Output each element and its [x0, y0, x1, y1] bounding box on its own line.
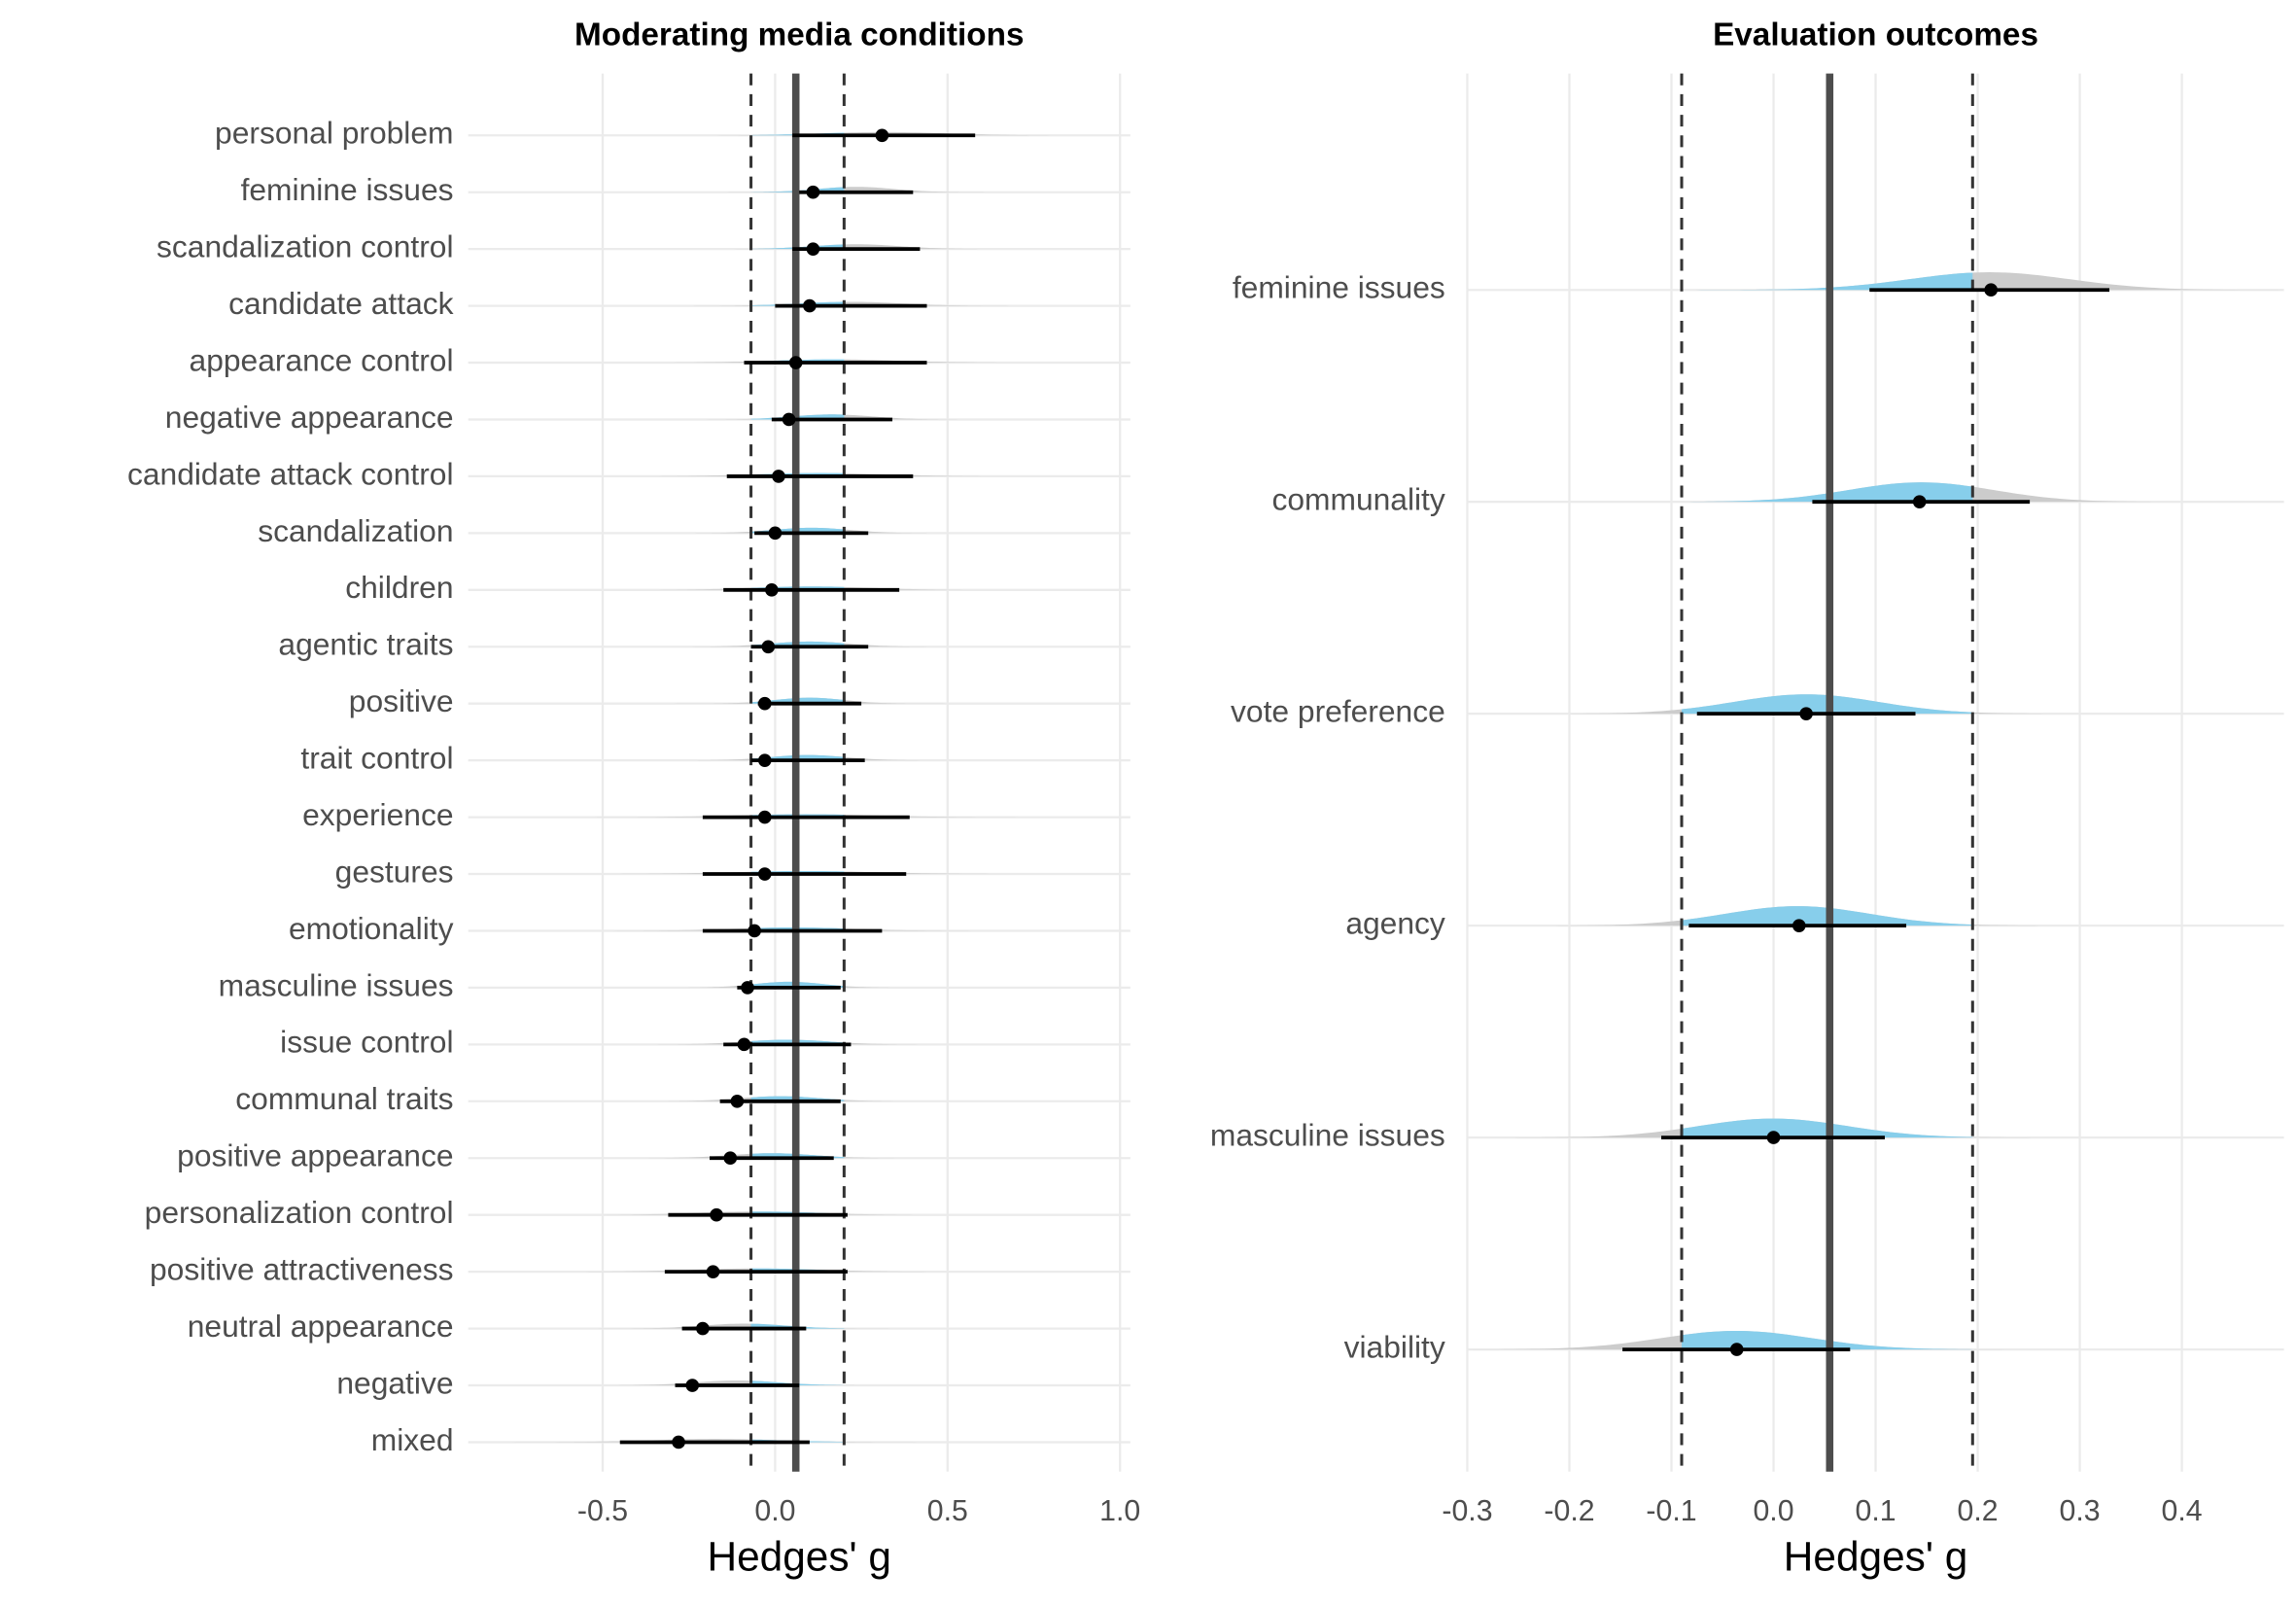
x-tick-label: 0.1: [1856, 1495, 1896, 1527]
category-label: scandalization: [258, 513, 453, 548]
category-label: communal traits: [235, 1081, 453, 1116]
category-label: trait control: [300, 741, 453, 776]
estimate-point: [782, 412, 796, 427]
category-label: scandalization control: [157, 229, 453, 264]
estimate-point: [875, 128, 889, 143]
estimate-point: [788, 356, 803, 369]
density-inside: [1682, 482, 1973, 503]
x-tick-label: -0.3: [1442, 1495, 1492, 1527]
category-label: candidate attack: [228, 286, 453, 321]
category-label: feminine issues: [1233, 270, 1445, 305]
estimate-point: [768, 526, 783, 541]
panel-title: Evaluation outcomes: [1713, 17, 2038, 53]
estimate-point: [761, 640, 776, 654]
x-axis-label: Hedges' g: [1784, 1534, 1968, 1580]
category-label: positive: [349, 683, 454, 718]
estimate-point: [685, 1379, 700, 1392]
density: [572, 1380, 903, 1386]
category-label: mixed: [371, 1422, 454, 1457]
x-tick-label: -0.2: [1544, 1495, 1594, 1527]
category-label: neutral appearance: [188, 1309, 454, 1344]
estimate-point: [772, 470, 785, 483]
x-tick-label: 0.0: [754, 1495, 795, 1527]
density: [685, 244, 1026, 250]
category-label: feminine issues: [241, 172, 454, 207]
estimate-point: [1766, 1131, 1781, 1144]
category-label: agentic traits: [278, 627, 453, 662]
category-label: personal problem: [215, 116, 453, 151]
estimate-point: [748, 924, 761, 938]
estimate-point: [1729, 1343, 1744, 1356]
density: [704, 187, 1008, 192]
estimate-point: [741, 981, 754, 995]
category-label: communality: [1271, 482, 1444, 517]
category-label: negative appearance: [165, 400, 454, 435]
estimate-point: [757, 753, 772, 767]
x-tick-label: 0.5: [927, 1495, 968, 1527]
category-label: candidate attack control: [127, 456, 454, 491]
x-tick-label: -0.1: [1646, 1495, 1696, 1527]
category-label: personalization control: [145, 1195, 454, 1230]
category-label: positive appearance: [177, 1138, 453, 1173]
estimate-point: [723, 1151, 738, 1166]
estimate-point: [806, 242, 820, 256]
category-label: positive attractiveness: [150, 1252, 454, 1287]
density: [1669, 272, 2296, 291]
category-label: appearance control: [190, 342, 454, 377]
estimate-point: [803, 298, 817, 313]
estimate-point: [1792, 919, 1806, 932]
panel-title: Moderating media conditions: [574, 17, 1024, 53]
category-label: agency: [1345, 906, 1445, 941]
estimate-point: [1912, 495, 1927, 508]
density: [578, 1323, 910, 1329]
x-tick-label: 0.0: [1753, 1495, 1793, 1527]
category-label: experience: [302, 797, 453, 832]
estimate-point: [1984, 283, 1999, 297]
category-label: vote preference: [1231, 694, 1445, 729]
density-inside: [1682, 1330, 1973, 1350]
estimate-point: [757, 696, 772, 711]
x-tick-label: 0.4: [2162, 1495, 2203, 1527]
category-label: negative: [336, 1365, 453, 1400]
estimate-point: [757, 810, 772, 824]
category-label: gestures: [335, 854, 454, 889]
category-label: issue control: [280, 1025, 453, 1060]
estimate-point: [737, 1037, 751, 1052]
category-label: viability: [1344, 1329, 1445, 1364]
estimate-point: [806, 185, 820, 199]
x-tick-label: -0.5: [577, 1495, 628, 1527]
x-tick-label: 1.0: [1099, 1495, 1140, 1527]
density: [648, 301, 1054, 306]
estimate-point: [765, 582, 779, 597]
estimate-point: [730, 1094, 745, 1108]
x-tick-label: 0.3: [2060, 1495, 2101, 1527]
x-tick-label: 0.2: [1958, 1495, 1999, 1527]
category-label: masculine issues: [1210, 1118, 1445, 1153]
category-label: emotionality: [289, 911, 454, 946]
estimate-point: [1799, 707, 1813, 720]
estimate-point: [710, 1207, 723, 1222]
estimate-point: [757, 867, 772, 881]
estimate-point: [706, 1265, 720, 1278]
category-label: children: [345, 570, 453, 605]
density-inside: [1682, 272, 1973, 291]
x-axis-label: Hedges' g: [707, 1534, 890, 1580]
estimate-point: [672, 1435, 685, 1450]
estimate-point: [696, 1321, 710, 1336]
category-label: masculine issues: [219, 967, 454, 1002]
